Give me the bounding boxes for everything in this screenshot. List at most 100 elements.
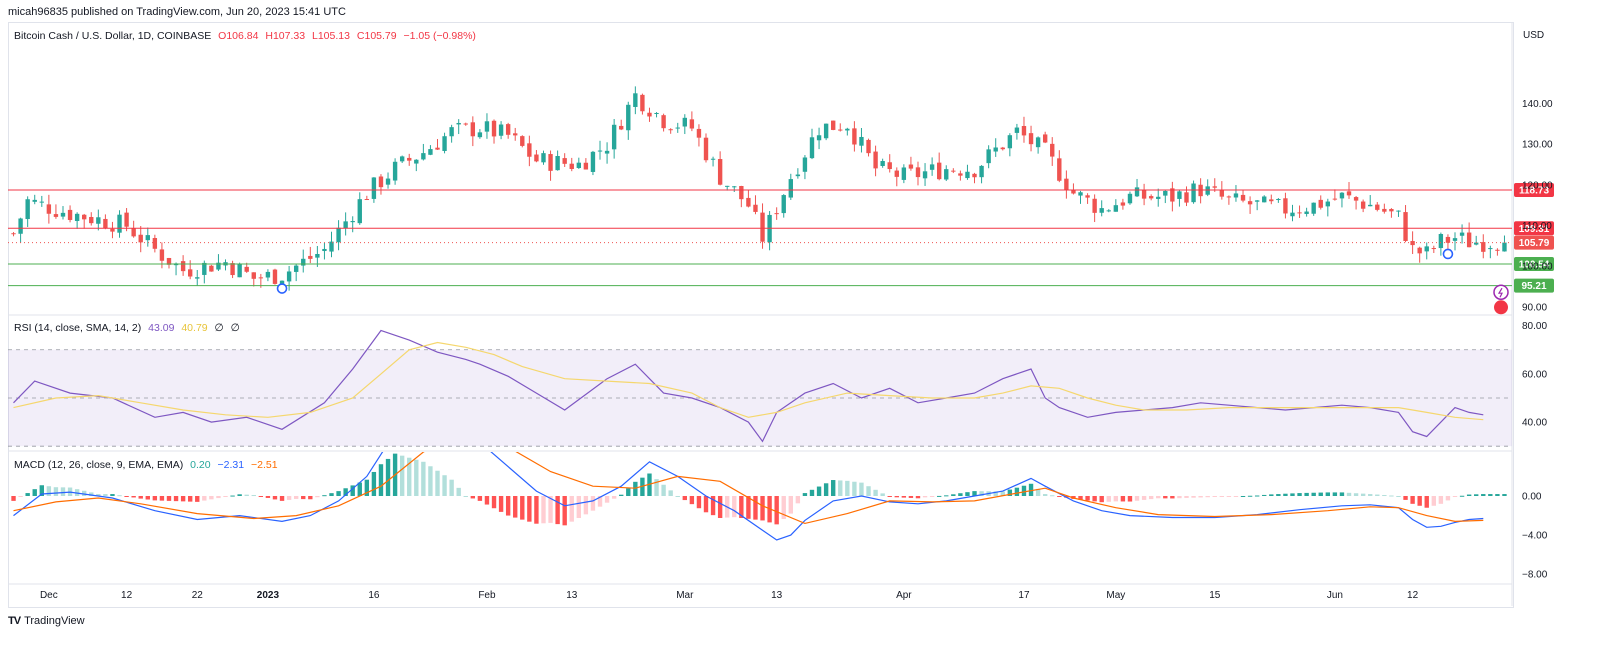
candle-body <box>392 161 398 181</box>
candle-body <box>25 199 30 220</box>
macd-histogram-bar <box>1156 496 1161 499</box>
macd-histogram-bar <box>1170 496 1175 499</box>
candle-body <box>520 136 525 146</box>
macd-title[interactable]: MACD (12, 26, close, 9, EMA, EMA) <box>14 459 184 471</box>
candle-body <box>1064 178 1069 191</box>
candle-body <box>1276 199 1281 201</box>
macd-histogram-bar <box>696 496 702 509</box>
candle-body <box>301 258 306 266</box>
macd-histogram-bar <box>816 486 822 496</box>
candle-body <box>901 167 907 180</box>
candle-body <box>378 176 384 188</box>
candle-body <box>407 157 412 161</box>
macd-histogram-bar <box>590 496 596 511</box>
macd-histogram-bar <box>894 496 899 498</box>
time-tick-label: 13 <box>771 590 783 601</box>
candle-body <box>421 153 426 160</box>
macd-histogram-bar <box>576 496 582 518</box>
candle-body <box>414 159 419 164</box>
candle-body <box>703 137 709 161</box>
macd-histogram-bar <box>484 496 490 505</box>
candle-body <box>604 150 610 154</box>
macd-histogram-bar <box>399 455 405 496</box>
signal-line <box>13 452 1484 525</box>
candle-body <box>1424 246 1429 252</box>
footer-brand[interactable]: TV TradingView <box>8 615 85 627</box>
candle-body <box>435 147 440 150</box>
candle-body <box>463 123 468 125</box>
macd-histogram-bar <box>1474 494 1479 496</box>
macd-histogram-bar <box>152 496 158 501</box>
candle-body <box>831 120 836 130</box>
macd-histogram-bar <box>1368 494 1373 496</box>
candle-body <box>866 139 871 154</box>
macd-histogram-bar <box>407 457 412 496</box>
macd-histogram-bar <box>1332 492 1338 496</box>
candle-body <box>498 124 504 136</box>
rsi-legend: RSI (14, close, SMA, 14, 2) 43.09 40.79 … <box>14 322 244 334</box>
time-tick-label: 17 <box>1018 590 1030 601</box>
candle-body <box>371 177 377 199</box>
time-tick-label: 12 <box>121 590 133 601</box>
macd-histogram-bar <box>1134 496 1140 501</box>
candle-body <box>1262 196 1267 203</box>
macd-histogram-bar <box>237 494 242 496</box>
macd-histogram-bar <box>1459 495 1465 497</box>
candle-body <box>1007 135 1013 149</box>
macd-histogram-bar <box>1502 494 1507 496</box>
macd-histogram-bar <box>823 483 829 496</box>
macd-histogram-bar <box>159 496 165 501</box>
macd-histogram-bar <box>611 496 617 499</box>
macd-histogram-bar <box>859 482 864 496</box>
macd-histogram-bar <box>371 471 377 496</box>
macd-histogram-bar <box>138 496 143 499</box>
candle-body <box>1035 137 1041 148</box>
time-tick-label: 22 <box>192 590 204 601</box>
candle-body <box>1382 208 1387 212</box>
macd-histogram-bar <box>1382 495 1387 497</box>
macd-histogram-bar <box>301 496 306 500</box>
candle-body <box>491 120 497 137</box>
candle-body <box>922 171 928 179</box>
candle-body <box>1127 193 1133 204</box>
macd-histogram-bar <box>604 496 610 503</box>
macd-histogram-bar <box>993 491 998 496</box>
candle-body <box>1346 191 1352 196</box>
macd-histogram-bar <box>1177 496 1182 499</box>
macd-histogram-bar <box>39 485 44 496</box>
rsi-extra-1: ∅ <box>214 322 224 334</box>
macd-histogram-bar <box>195 496 200 502</box>
candle-body <box>569 163 574 169</box>
candle-body <box>562 158 567 164</box>
time-tick-label: May <box>1106 590 1125 601</box>
candle-body <box>696 128 702 138</box>
candle-body <box>237 264 242 278</box>
candle-body <box>894 170 899 177</box>
price-tick-label: 100.00 <box>1522 262 1553 273</box>
candle-body <box>1099 208 1104 213</box>
macd-histogram-bar <box>597 496 603 507</box>
macd-histogram-bar <box>1417 496 1422 506</box>
rsi-value: 43.09 <box>148 322 175 334</box>
candle-body <box>1311 202 1316 214</box>
currency-label[interactable]: USD <box>1523 30 1545 41</box>
macd-histogram-bar <box>852 481 857 496</box>
candle-body <box>1318 199 1323 208</box>
macd-histogram-bar <box>1085 496 1090 501</box>
resistance-level-tag <box>1514 221 1554 236</box>
candle-body <box>527 143 532 157</box>
candle-body <box>1290 212 1295 217</box>
rsi-title[interactable]: RSI (14, close, SMA, 14, 2) <box>14 322 142 334</box>
symbol-label[interactable]: Bitcoin Cash / U.S. Dollar, 1D, COINBASE <box>14 30 212 42</box>
macd-histogram-bar <box>308 496 313 500</box>
macd-histogram-bar <box>1078 496 1083 500</box>
candle-body <box>470 122 476 137</box>
candle-body <box>583 162 589 170</box>
rsi-ma-line <box>13 341 1484 421</box>
candle-body <box>1113 205 1119 212</box>
candle-body <box>555 155 560 171</box>
macd-histogram-bar <box>753 496 758 520</box>
macd-histogram-bar <box>1311 492 1316 496</box>
macd-histogram-bar <box>633 481 638 496</box>
